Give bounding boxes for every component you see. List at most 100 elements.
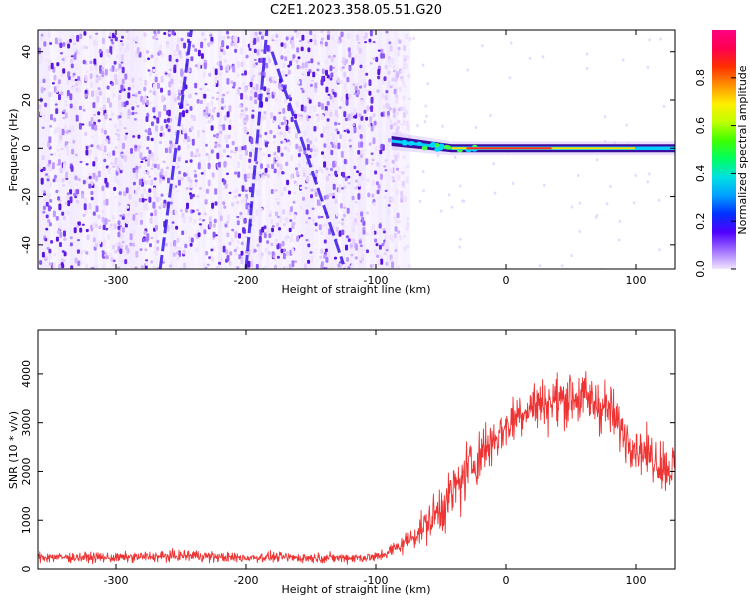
noise-speck — [212, 231, 216, 238]
noise-speck — [369, 62, 373, 65]
noise-speck — [190, 151, 194, 157]
noise-speck — [199, 100, 203, 104]
noise-speck — [250, 137, 254, 145]
noise-speck — [377, 75, 381, 80]
noise-speck — [395, 74, 399, 77]
noise-speck — [279, 132, 283, 135]
noise-speck — [386, 110, 390, 116]
noise-speck — [347, 182, 351, 185]
noise-speck — [375, 56, 379, 62]
noise-speck — [228, 105, 232, 112]
noise-speck — [155, 37, 159, 41]
noise-speck — [58, 138, 62, 144]
noise-speck — [374, 238, 378, 243]
noise-speck — [136, 105, 140, 108]
noise-speck — [204, 83, 208, 86]
noise-speck — [194, 92, 198, 95]
noise-speck — [212, 107, 216, 113]
noise-column — [290, 30, 294, 269]
noise-speck — [313, 39, 317, 46]
noise-speck — [377, 49, 381, 52]
noise-speck — [218, 125, 222, 130]
noise-speck — [335, 212, 339, 217]
noise-speck — [56, 83, 60, 89]
sparse-speck — [528, 56, 532, 60]
noise-speck — [64, 124, 67, 132]
noise-speck — [295, 143, 299, 150]
noise-speck — [258, 72, 262, 76]
noise-speck — [135, 35, 139, 42]
noise-speck — [49, 181, 52, 188]
noise-speck — [62, 184, 65, 187]
noise-speck — [245, 188, 249, 191]
noise-speck — [269, 210, 273, 213]
colorbar-tick-label: 0.8 — [694, 69, 707, 87]
noise-speck — [114, 123, 117, 129]
noise-speck — [370, 96, 374, 104]
noise-speck — [178, 170, 182, 175]
noise-speck — [106, 97, 110, 104]
noise-speck — [353, 92, 357, 95]
noise-speck — [347, 47, 351, 52]
noise-speck — [189, 106, 193, 111]
noise-speck — [58, 94, 61, 101]
noise-speck — [391, 77, 395, 82]
noise-speck — [361, 149, 365, 155]
noise-speck — [149, 102, 153, 105]
noise-speck — [112, 93, 116, 98]
noise-speck — [152, 107, 156, 113]
noise-speck — [354, 85, 358, 91]
noise-speck — [123, 49, 127, 53]
noise-speck — [368, 38, 372, 43]
noise-speck — [155, 224, 158, 231]
noise-speck — [91, 90, 95, 97]
noise-speck — [179, 54, 183, 59]
noise-speck — [357, 193, 361, 200]
noise-speck — [143, 86, 147, 92]
noise-speck — [60, 73, 64, 78]
noise-speck — [224, 58, 227, 64]
noise-speck — [101, 216, 105, 223]
noise-speck — [148, 149, 152, 155]
noise-speck — [176, 43, 180, 51]
noise-speck — [332, 71, 336, 74]
noise-speck — [49, 42, 53, 45]
noise-speck — [293, 191, 297, 195]
noise-speck — [303, 106, 307, 113]
noise-speck — [101, 185, 105, 191]
noise-speck — [371, 158, 375, 162]
noise-speck — [372, 112, 376, 118]
noise-speck — [221, 97, 225, 104]
noise-speck — [391, 159, 395, 164]
noise-speck — [244, 179, 248, 182]
noise-speck — [305, 67, 309, 72]
noise-speck — [295, 133, 298, 139]
y-tick-label: 0 — [20, 145, 33, 152]
noise-speck — [45, 227, 49, 231]
noise-speck — [185, 160, 188, 163]
noise-speck — [285, 125, 289, 131]
noise-speck — [280, 248, 284, 254]
noise-speck — [73, 105, 77, 110]
noise-speck — [102, 37, 105, 44]
sparse-speck — [543, 183, 546, 187]
noise-speck — [188, 94, 191, 99]
noise-speck — [222, 245, 226, 253]
noise-speck — [177, 95, 181, 101]
noise-speck — [298, 31, 302, 35]
noise-speck — [385, 90, 389, 94]
noise-speck — [144, 248, 148, 252]
noise-speck — [345, 93, 349, 100]
noise-speck — [271, 39, 275, 42]
noise-speck — [401, 180, 405, 188]
noise-speck — [89, 73, 93, 79]
noise-speck — [296, 47, 300, 53]
noise-speck — [368, 90, 372, 96]
noise-speck — [73, 160, 77, 163]
noise-speck — [140, 160, 144, 163]
noise-speck — [174, 209, 178, 215]
noise-speck — [186, 202, 189, 209]
noise-speck — [139, 152, 143, 159]
noise-speck — [138, 197, 142, 203]
signal-blob — [416, 141, 423, 146]
